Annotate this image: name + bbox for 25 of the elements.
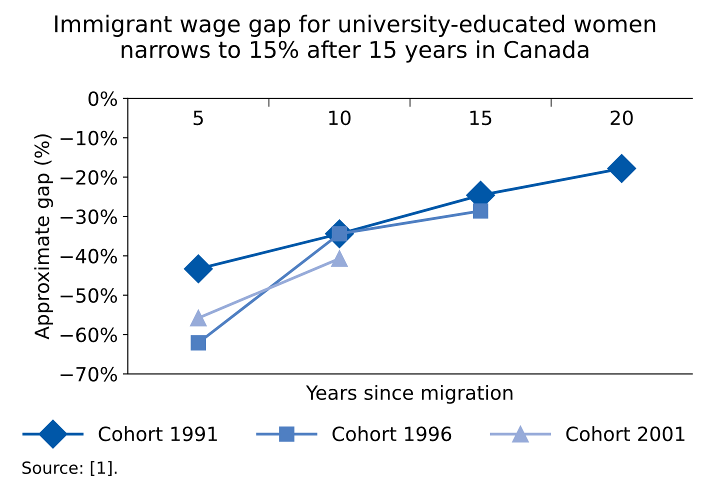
x-tick-label: 10	[329, 110, 351, 126]
point	[472, 203, 488, 219]
legend-label: Cohort 2001	[566, 426, 684, 442]
x-axis-title: Years since migration	[306, 384, 512, 404]
y-tick-label: −30%	[60, 209, 118, 224]
point	[184, 254, 213, 284]
source-note: Source: [1].	[22, 461, 117, 476]
point	[331, 250, 348, 267]
y-tick-label: −20%	[60, 170, 118, 185]
y-tick-label: −40%	[60, 248, 118, 264]
legend-label: Cohort 1996	[332, 426, 452, 442]
y-tick-label: −70%	[60, 366, 118, 382]
y-tick-label: 0%	[88, 91, 118, 106]
y-tick-label: −50%	[60, 288, 118, 303]
point	[607, 154, 636, 183]
point	[190, 310, 207, 326]
legend-label: Cohort 1991	[98, 426, 217, 442]
x-tick-label: 20	[610, 110, 633, 126]
chart-title: Immigrant wage gap for university-educated women narrows to 15% after 15 years in Canada	[55, 14, 656, 63]
y-tick-label: −60%	[60, 328, 118, 342]
x-tick-label: 15	[470, 110, 492, 126]
x-tick-label: 5	[194, 110, 203, 126]
y-axis-title: Approximate gap (%)	[34, 134, 54, 340]
y-tick-label: −10%	[60, 130, 118, 146]
point	[190, 335, 206, 350]
